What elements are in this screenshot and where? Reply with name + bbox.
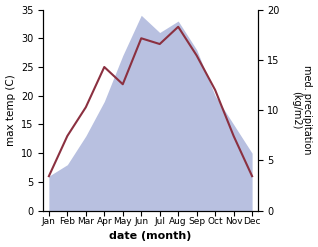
X-axis label: date (month): date (month) [109,231,192,242]
Y-axis label: med. precipitation
(kg/m2): med. precipitation (kg/m2) [291,65,313,155]
Y-axis label: max temp (C): max temp (C) [5,74,16,146]
